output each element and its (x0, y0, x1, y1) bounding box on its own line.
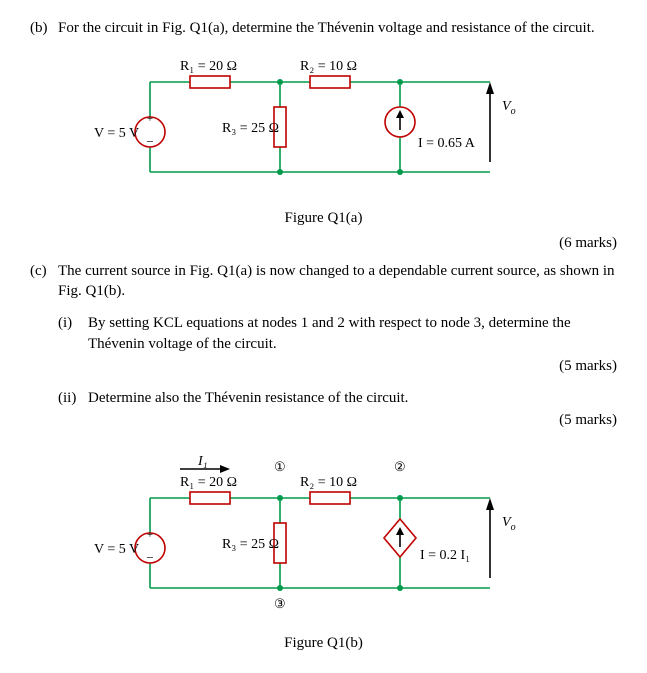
nodes (277, 79, 403, 175)
figure-q1a: + − V = 5 V R₁ = 20 Ω R₂ = 10 Ω R₃ = 25 … (30, 52, 617, 202)
i1-label: I₁ (197, 454, 208, 469)
svg-text:−: − (146, 134, 153, 149)
svg-text:−: − (146, 550, 153, 565)
svg-text:+: + (147, 113, 153, 125)
part-b-text: For the circuit in Fig. Q1(a), determine… (58, 18, 617, 38)
circuit-q1b-svg: + − V = 5 V R₁ = 20 Ω R₂ = 10 Ω R₃ = 25 … (30, 453, 600, 623)
figure-q1b-caption: Figure Q1(b) (30, 633, 617, 653)
r3-label: R₃ = 25 Ω (222, 121, 279, 136)
figure-q1a-caption: Figure Q1(a) (30, 208, 617, 228)
part-c-ii-marks: (5 marks) (58, 410, 617, 430)
v-label: V = 5 V (94, 542, 139, 557)
part-c: (c) The current source in Fig. Q1(a) is … (30, 261, 617, 439)
part-c-ii-text: Determine also the Thévenin resistance o… (88, 388, 617, 408)
part-c-text: The current source in Fig. Q1(a) is now … (58, 261, 617, 439)
part-c-ii-label: (ii) (58, 388, 88, 408)
node2-label: ② (394, 459, 406, 474)
node1-label: ① (274, 459, 286, 474)
circuit-q1a-svg: + − V = 5 V R₁ = 20 Ω R₂ = 10 Ω R₃ = 25 … (30, 52, 600, 202)
figure-q1b: + − V = 5 V R₁ = 20 Ω R₂ = 10 Ω R₃ = 25 … (30, 453, 617, 623)
part-b-label: (b) (30, 18, 58, 38)
r2-label: R₂ = 10 Ω (300, 59, 357, 74)
part-c-ii: (ii) Determine also the Thévenin resista… (58, 388, 617, 408)
nodes (277, 495, 403, 591)
components: + − (135, 492, 416, 565)
part-c-label: (c) (30, 261, 58, 439)
vo-label: Vo (502, 99, 516, 117)
wires (150, 82, 494, 172)
part-c-intro: The current source in Fig. Q1(a) is now … (58, 261, 617, 302)
r3-label: R₃ = 25 Ω (222, 537, 279, 552)
part-b-marks: (6 marks) (30, 233, 617, 253)
part-c-i-text: By setting KCL equations at nodes 1 and … (88, 313, 617, 354)
v-label: V = 5 V (94, 126, 139, 141)
i-label: I = 0.65 A (418, 136, 476, 151)
components: + − (135, 76, 415, 149)
node3-label: ③ (274, 596, 286, 611)
part-c-i-marks: (5 marks) (58, 356, 617, 376)
r2-label: R₂ = 10 Ω (300, 475, 357, 490)
vo-label: Vo (502, 515, 516, 533)
r1-label: R₁ = 20 Ω (180, 59, 237, 74)
part-c-i-label: (i) (58, 313, 88, 354)
i-label: I = 0.2 I₁ (420, 548, 470, 563)
svg-text:+: + (147, 529, 153, 541)
part-c-i: (i) By setting KCL equations at nodes 1 … (58, 313, 617, 354)
part-b: (b) For the circuit in Fig. Q1(a), deter… (30, 18, 617, 38)
r1-label: R₁ = 20 Ω (180, 475, 237, 490)
